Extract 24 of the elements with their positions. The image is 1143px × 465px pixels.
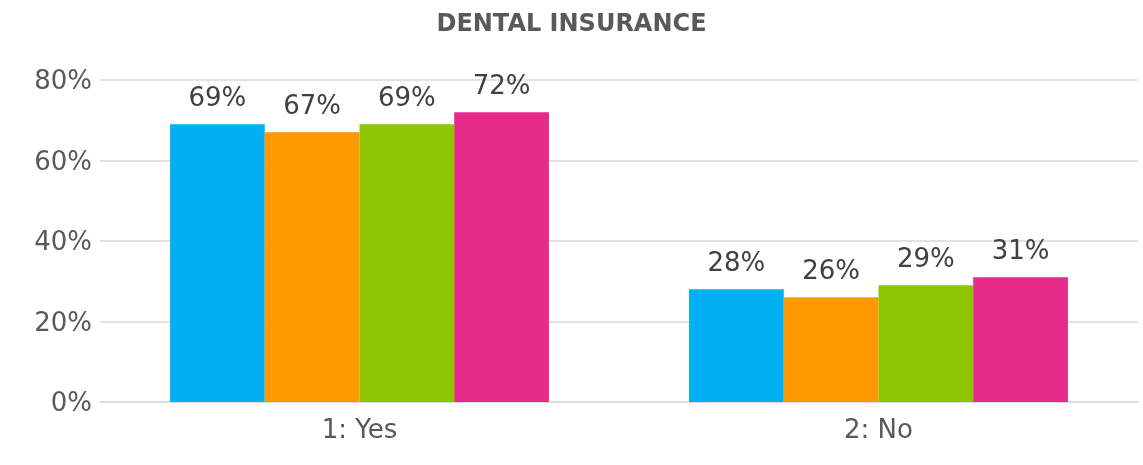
bar xyxy=(359,124,455,402)
bar xyxy=(454,112,549,402)
data-label: 69% xyxy=(377,82,436,113)
data-label: 67% xyxy=(283,90,342,121)
y-tick-label: 40% xyxy=(34,226,92,256)
chart-title: DENTAL INSURANCE xyxy=(436,9,707,37)
data-label: 72% xyxy=(472,70,531,101)
data-label: 26% xyxy=(802,255,861,286)
bar xyxy=(170,124,265,402)
x-tick-label: 2: No xyxy=(844,414,913,444)
data-label: 28% xyxy=(707,247,766,278)
y-tick-label: 0% xyxy=(50,387,92,417)
y-tick-label: 60% xyxy=(34,145,92,176)
data-label: 31% xyxy=(991,235,1050,266)
data-label: 29% xyxy=(896,243,955,274)
bar xyxy=(878,285,974,402)
y-tick-label: 20% xyxy=(34,306,92,337)
bar xyxy=(783,297,879,402)
y-tick-label: 80% xyxy=(34,65,92,95)
x-tick-label: 1: Yes xyxy=(321,414,398,444)
bar xyxy=(264,132,360,402)
bar xyxy=(689,289,784,402)
data-label: 69% xyxy=(188,82,247,113)
bar xyxy=(973,277,1068,402)
